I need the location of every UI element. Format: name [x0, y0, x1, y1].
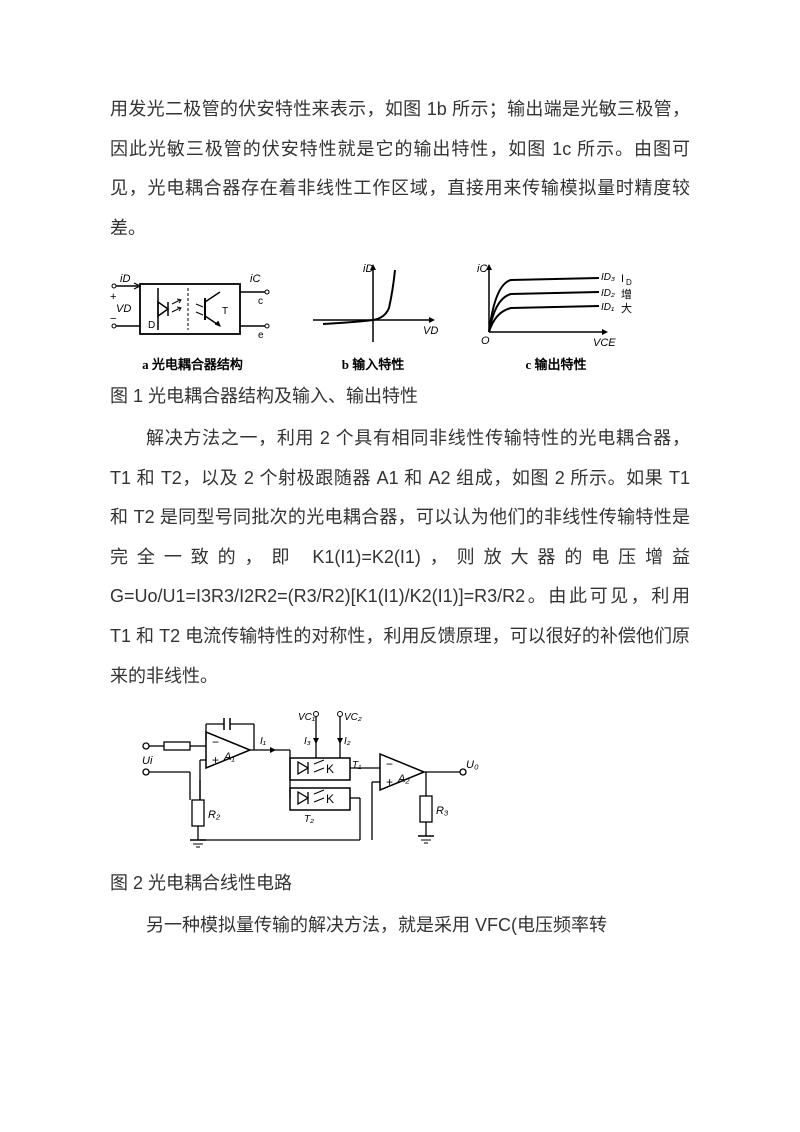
- label-Uo: U₀: [466, 759, 479, 771]
- figure-1b-label: b 输入特性: [342, 354, 404, 373]
- figure-1: iD iC D T: [110, 260, 690, 373]
- figure-2: Ui − + A₁ I₁ VC₁ VC₂ I₃ I₂: [140, 710, 690, 860]
- input-characteristic-plot: iD VD: [303, 260, 443, 350]
- figure-1a-label: a 光电耦合器结构: [142, 354, 243, 373]
- svg-text:增: 增: [621, 287, 632, 301]
- label-A2: A₂: [397, 773, 410, 785]
- svg-text:+: +: [386, 775, 393, 789]
- label-iD: iD: [120, 273, 130, 285]
- label-ID1: ID₁: [601, 302, 614, 313]
- label-c: c: [258, 296, 263, 307]
- label-T1: T₁: [352, 760, 361, 771]
- label-O: O: [481, 335, 490, 347]
- label-e: e: [258, 330, 264, 341]
- label-plus: +: [110, 291, 116, 303]
- label-T2: T₂: [304, 814, 314, 825]
- label-Ui: Ui: [142, 755, 153, 767]
- label-VC2: VC₂: [344, 712, 362, 723]
- paragraph-3: 另一种模拟量传输的解决方法，就是采用 VFC(电压频率转: [110, 906, 690, 946]
- label-iC: iC: [250, 273, 260, 285]
- figure-1-caption: 图 1 光电耦合器结构及输入、输出特性: [110, 377, 690, 417]
- label-I2: I₂: [344, 736, 351, 747]
- label-iC-axis: iC: [477, 263, 487, 275]
- label-VC1: VC₁: [298, 712, 315, 723]
- optocoupler-structure-diagram: iD iC D T: [110, 270, 275, 350]
- label-I3: I₃: [304, 736, 311, 747]
- label-VD-axis: VD: [423, 325, 438, 337]
- svg-text:K: K: [326, 762, 334, 776]
- label-ID2: ID₂: [601, 288, 615, 299]
- paragraph-1: 用发光二极管的伏安特性来表示，如图 1b 所示；输出端是光敏三极管，因此光敏三极…: [110, 90, 690, 248]
- svg-text:D: D: [626, 278, 632, 287]
- label-A1: A₁: [223, 751, 235, 763]
- label-iD-axis: iD: [363, 263, 373, 275]
- label-ID-inc-1: I: [621, 273, 624, 285]
- label-VD-left: VD: [116, 303, 131, 315]
- svg-text:+: +: [212, 753, 219, 767]
- figure-1a: iD iC D T: [110, 270, 275, 373]
- svg-text:−: −: [212, 735, 219, 749]
- figure-1c-label: c 输出特性: [525, 354, 586, 373]
- svg-text:−: −: [386, 757, 393, 771]
- figure-2-caption: 图 2 光电耦合线性电路: [110, 864, 690, 904]
- paragraph-2: 解决方法之一，利用 2 个具有相同非线性传输特性的光电耦合器，T1 和 T2，以…: [110, 419, 690, 696]
- label-ID3: ID₃: [601, 272, 615, 283]
- label-R2: R₂: [208, 809, 221, 821]
- figure-1b: iD VD b 输入特性: [303, 260, 443, 373]
- label-I1: I₁: [260, 736, 266, 747]
- label-R3: R₃: [436, 805, 449, 817]
- output-characteristic-plot: iC VCE O ID₃ ID₂ ID₁ I D 增 大: [471, 260, 641, 350]
- label-VCE: VCE: [593, 337, 616, 349]
- figure-1c: iC VCE O ID₃ ID₂ ID₁ I D 增 大 c 输出特性: [471, 260, 641, 373]
- svg-text:K: K: [326, 792, 334, 806]
- label-D: D: [148, 320, 155, 331]
- label-T: T: [222, 306, 228, 317]
- svg-text:大: 大: [621, 301, 632, 315]
- linear-optocoupler-circuit: Ui − + A₁ I₁ VC₁ VC₂ I₃ I₂: [140, 710, 500, 860]
